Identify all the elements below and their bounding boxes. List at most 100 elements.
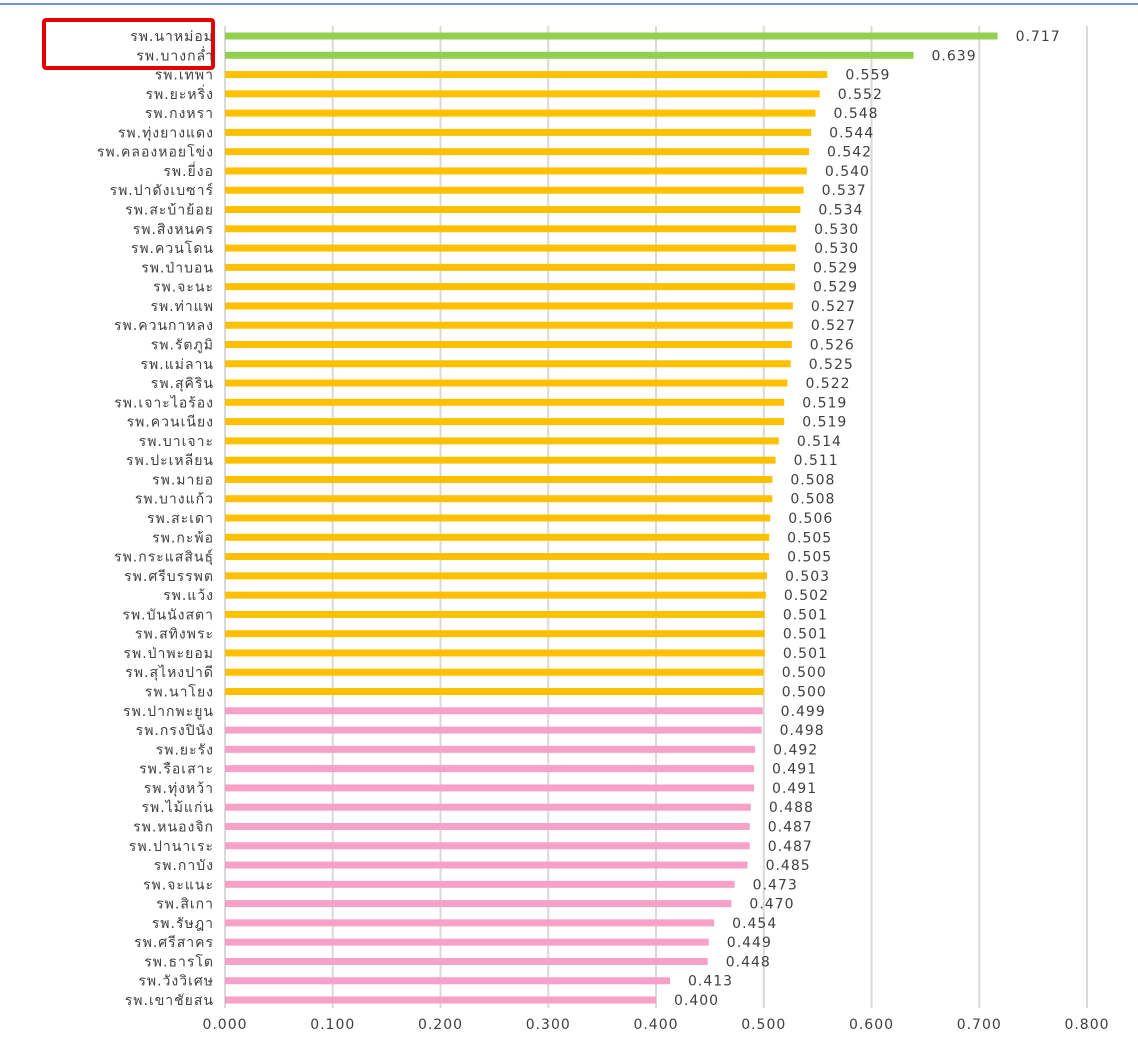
y-tick-label: รพ.เขาชัยสน xyxy=(125,993,214,1009)
value-label: 0.491 xyxy=(772,762,817,778)
y-tick-label: รพ.บางกล่ำ xyxy=(136,46,214,64)
value-label: 0.501 xyxy=(783,646,828,662)
value-label: 0.519 xyxy=(802,415,847,431)
bar xyxy=(225,957,708,965)
y-tick-label: รพ.บางแก้ว xyxy=(135,492,214,508)
bar xyxy=(225,244,797,252)
value-label: 0.454 xyxy=(732,916,777,932)
value-label: 0.511 xyxy=(794,453,839,469)
y-tick-label: รพ.นาโยง xyxy=(145,684,214,701)
y-tick-label: รพ.ควนกาหลง xyxy=(114,318,214,334)
value-label: 0.559 xyxy=(845,68,890,84)
bar xyxy=(225,437,779,445)
value-label: 0.448 xyxy=(726,954,771,970)
value-label: 0.449 xyxy=(727,935,772,951)
y-tick-label: รพ.หนองจิก xyxy=(133,819,214,835)
y-tick-label: รพ.ยะรัง xyxy=(156,742,214,758)
bar xyxy=(225,861,748,869)
y-tick-label: รพ.สะบ้าย้อย xyxy=(125,203,214,219)
bar xyxy=(225,688,764,696)
value-label: 0.473 xyxy=(753,877,798,893)
x-tick-label: 0.600 xyxy=(849,1017,894,1033)
value-label: 0.505 xyxy=(787,530,832,546)
value-label: 0.488 xyxy=(769,800,814,816)
value-label: 0.498 xyxy=(780,723,825,739)
bar xyxy=(225,707,763,715)
y-tick-label: รพ.ท่าแพ xyxy=(150,299,214,315)
bar xyxy=(225,630,765,638)
value-label: 0.470 xyxy=(749,897,794,913)
y-tick-label: รพ.กะพ้อ xyxy=(152,530,214,546)
bar xyxy=(225,379,788,387)
y-tick-label: รพ.ปากพะยูน xyxy=(123,704,214,720)
value-label: 0.508 xyxy=(790,492,835,508)
highlight-box xyxy=(42,18,215,70)
bar xyxy=(225,495,773,503)
bar xyxy=(225,206,801,214)
x-tick-label: 0.400 xyxy=(633,1017,678,1033)
bar xyxy=(225,591,766,599)
y-tick-label: รพ.จะนะ xyxy=(153,280,214,296)
bar xyxy=(225,360,791,368)
bar xyxy=(225,90,820,98)
y-tick-label: รพ.นาหม่อม xyxy=(130,29,214,45)
y-tick-label: รพ.สุคิริน xyxy=(151,376,214,392)
y-tick-label: รพ.ทุ่งยางแดง xyxy=(118,125,214,141)
y-tick-label: รพ.ทุ่งหว้า xyxy=(144,781,214,797)
bar xyxy=(225,553,770,561)
bar xyxy=(225,398,785,406)
value-label: 0.400 xyxy=(674,993,719,1009)
bar xyxy=(225,128,812,136)
bar xyxy=(225,418,785,426)
bar xyxy=(225,340,792,348)
value-label: 0.548 xyxy=(833,106,878,122)
y-tick-label: รพ.สทิงพระ xyxy=(135,627,214,643)
bar xyxy=(225,167,807,175)
bar xyxy=(225,842,750,850)
y-tick-label: รพ.คลองหอยโข่ง xyxy=(97,144,214,161)
value-label: 0.527 xyxy=(811,299,856,315)
y-tick-label: รพ.บาเจาะ xyxy=(139,434,214,450)
bar xyxy=(225,765,755,773)
y-tick-label: รพ.สิเกา xyxy=(156,897,214,913)
value-label: 0.542 xyxy=(827,145,872,161)
y-tick-label: รพ.สะเดา xyxy=(147,511,214,527)
bar xyxy=(225,148,810,156)
x-tick-label: 0.800 xyxy=(1064,1017,1109,1033)
bar xyxy=(225,919,715,927)
value-label: 0.505 xyxy=(787,550,832,566)
y-tick-label: รพ.แม่ลาน xyxy=(141,357,214,373)
bar xyxy=(225,283,795,291)
value-label: 0.501 xyxy=(783,627,828,643)
y-tick-label: รพ.เจาะไอร้อง xyxy=(114,394,214,411)
value-label: 0.552 xyxy=(838,87,883,103)
bar xyxy=(225,302,793,310)
value-label: 0.413 xyxy=(688,974,733,990)
value-label: 0.492 xyxy=(773,742,818,758)
x-tick-label: 0.100 xyxy=(310,1017,355,1033)
bar xyxy=(225,900,732,908)
y-tick-label: รพ.รัตภูมิ xyxy=(151,337,214,353)
y-tick-label: รพ.ควนโดน xyxy=(131,240,214,257)
value-label: 0.519 xyxy=(802,395,847,411)
value-label: 0.500 xyxy=(782,665,827,681)
bar xyxy=(225,51,914,59)
bar xyxy=(225,668,764,676)
y-tick-label: รพ.รือเสาะ xyxy=(139,762,214,778)
y-tick-label: รพ.ปาดังเบซาร์ xyxy=(110,182,214,199)
value-label: 0.501 xyxy=(783,607,828,623)
value-label: 0.526 xyxy=(810,337,855,353)
y-tick-label: รพ.ธารโต xyxy=(144,953,214,970)
value-label: 0.485 xyxy=(766,858,811,874)
value-label: 0.514 xyxy=(797,434,842,450)
bar xyxy=(225,109,816,117)
y-tick-label: รพ.ยะหริ่ง xyxy=(145,85,214,103)
value-label: 0.717 xyxy=(1016,29,1061,45)
x-tick-label: 0.700 xyxy=(957,1017,1002,1033)
y-tick-label: รพ.สิงหนคร xyxy=(133,222,214,238)
value-label: 0.537 xyxy=(822,183,867,199)
y-tick-label: รพ.บันนังสตา xyxy=(122,607,214,623)
bars xyxy=(225,32,998,1004)
bar xyxy=(225,456,776,464)
